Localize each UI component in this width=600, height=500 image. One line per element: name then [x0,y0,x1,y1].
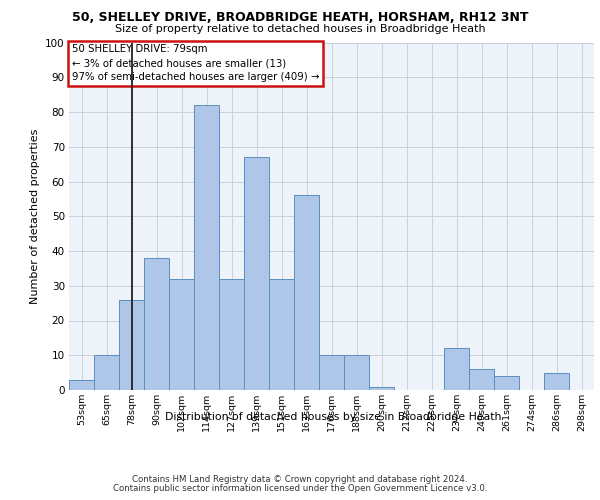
Bar [94,355,119,390]
Bar [294,196,319,390]
Bar [469,369,494,390]
Bar [269,279,294,390]
Bar [69,380,94,390]
Bar [369,386,394,390]
Text: Contains HM Land Registry data © Crown copyright and database right 2024.: Contains HM Land Registry data © Crown c… [132,474,468,484]
Text: Size of property relative to detached houses in Broadbridge Heath: Size of property relative to detached ho… [115,24,485,34]
Bar [219,279,244,390]
Bar [144,258,169,390]
Bar [544,372,569,390]
Bar [169,279,194,390]
Text: Contains public sector information licensed under the Open Government Licence v3: Contains public sector information licen… [113,484,487,493]
Text: 50, SHELLEY DRIVE, BROADBRIDGE HEATH, HORSHAM, RH12 3NT: 50, SHELLEY DRIVE, BROADBRIDGE HEATH, HO… [72,11,528,24]
Bar [494,376,519,390]
Text: Distribution of detached houses by size in Broadbridge Heath: Distribution of detached houses by size … [165,412,501,422]
Bar [119,300,144,390]
Text: 50 SHELLEY DRIVE: 79sqm
← 3% of detached houses are smaller (13)
97% of semi-det: 50 SHELLEY DRIVE: 79sqm ← 3% of detached… [71,44,319,82]
Bar [444,348,469,390]
Bar [244,157,269,390]
Bar [194,105,219,390]
Bar [344,355,369,390]
Y-axis label: Number of detached properties: Number of detached properties [29,128,40,304]
Bar [319,355,344,390]
